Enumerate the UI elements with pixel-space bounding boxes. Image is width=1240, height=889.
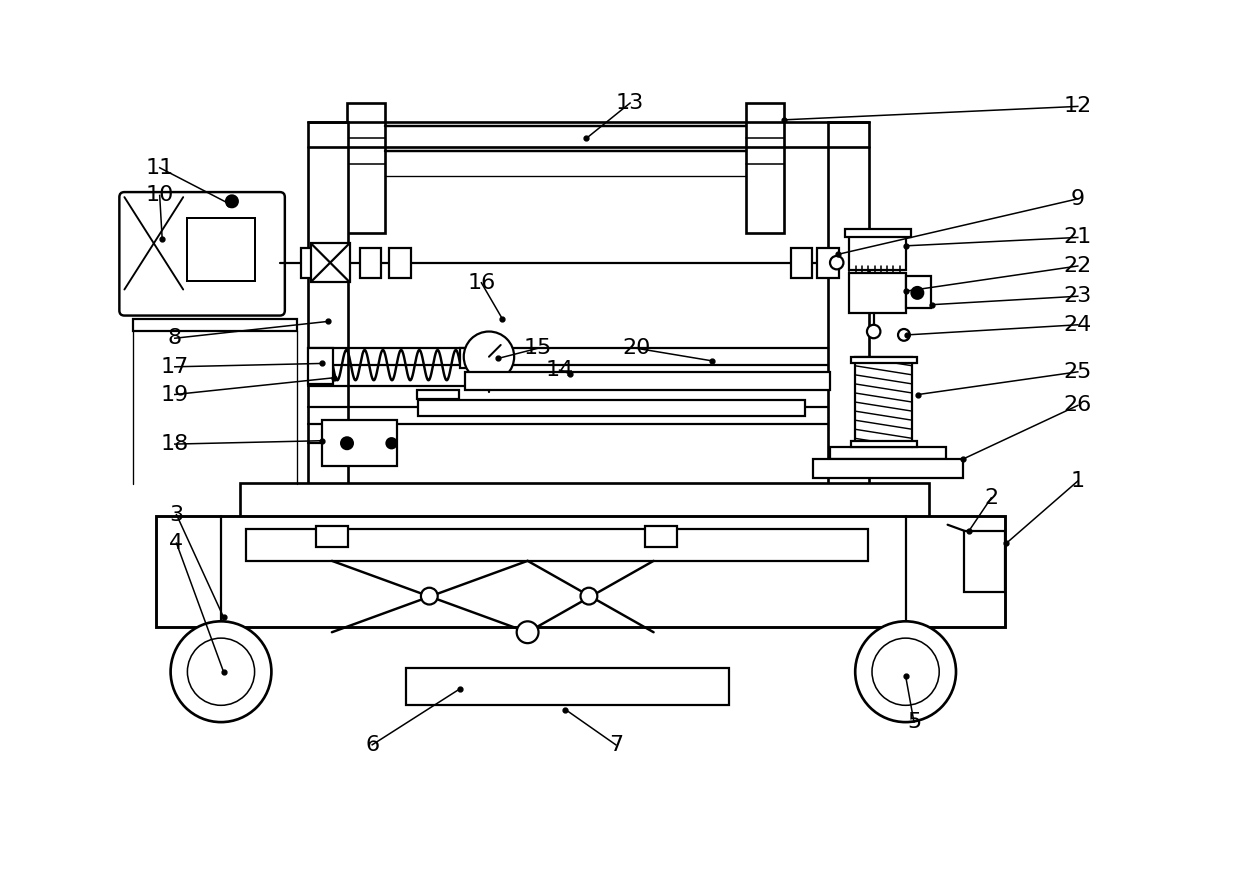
Text: 16: 16 [467, 273, 496, 292]
Circle shape [171, 621, 272, 722]
Text: 17: 17 [161, 356, 188, 377]
Circle shape [872, 638, 939, 705]
Bar [849, 235, 906, 270]
Bar [460, 348, 502, 368]
Text: 2: 2 [985, 488, 998, 508]
Text: 18: 18 [161, 434, 188, 454]
Bar [856, 356, 913, 447]
Text: 4: 4 [170, 533, 184, 553]
Bar [905, 276, 931, 308]
Bar [846, 229, 910, 237]
Circle shape [187, 638, 254, 705]
Circle shape [867, 324, 880, 338]
Circle shape [911, 287, 924, 299]
FancyBboxPatch shape [119, 192, 285, 316]
Bar [301, 247, 325, 277]
Bar [241, 483, 929, 532]
Bar [156, 517, 1004, 628]
Bar [746, 103, 784, 233]
Bar [405, 668, 729, 705]
Bar [828, 122, 869, 491]
Bar [791, 247, 812, 277]
Bar [645, 526, 677, 547]
Text: 26: 26 [1064, 396, 1092, 415]
Bar [187, 218, 254, 281]
Bar [308, 348, 332, 383]
Text: 22: 22 [1064, 256, 1092, 276]
Circle shape [341, 437, 353, 449]
Bar [965, 532, 1004, 592]
Text: 10: 10 [145, 186, 174, 205]
Bar [465, 372, 830, 390]
Bar [311, 244, 350, 282]
Circle shape [226, 196, 238, 207]
Text: 25: 25 [1064, 362, 1092, 382]
Bar [849, 273, 906, 313]
Circle shape [464, 332, 515, 382]
Text: 23: 23 [1064, 286, 1092, 306]
Bar [389, 247, 410, 277]
Bar [851, 356, 916, 364]
Text: 11: 11 [145, 157, 174, 178]
Text: 15: 15 [523, 339, 552, 358]
Text: 3: 3 [170, 505, 184, 525]
Text: 8: 8 [167, 328, 182, 348]
Circle shape [830, 256, 843, 269]
Text: 1: 1 [1070, 471, 1085, 491]
Bar [360, 247, 382, 277]
Bar [247, 529, 868, 561]
Bar [817, 247, 839, 277]
Circle shape [420, 588, 438, 605]
Text: 19: 19 [161, 385, 188, 404]
Bar [813, 460, 962, 477]
Text: 21: 21 [1064, 228, 1092, 247]
Bar [322, 420, 397, 466]
Bar [417, 390, 459, 399]
Bar [830, 447, 946, 460]
Text: 6: 6 [365, 735, 379, 755]
Bar [308, 122, 348, 491]
Text: 5: 5 [906, 712, 921, 733]
Text: 13: 13 [616, 93, 645, 113]
Text: 14: 14 [546, 360, 574, 380]
Text: 12: 12 [1064, 96, 1092, 116]
Bar [418, 400, 805, 415]
Bar [347, 103, 384, 233]
Bar [133, 319, 296, 331]
Text: 20: 20 [622, 339, 651, 358]
Circle shape [580, 588, 598, 605]
Circle shape [898, 329, 910, 340]
Circle shape [856, 621, 956, 722]
Text: 7: 7 [609, 735, 622, 755]
Bar [316, 526, 348, 547]
Text: 24: 24 [1064, 315, 1092, 335]
Circle shape [517, 621, 538, 643]
Circle shape [387, 438, 397, 448]
Text: 9: 9 [1070, 188, 1085, 209]
Bar [851, 441, 916, 447]
